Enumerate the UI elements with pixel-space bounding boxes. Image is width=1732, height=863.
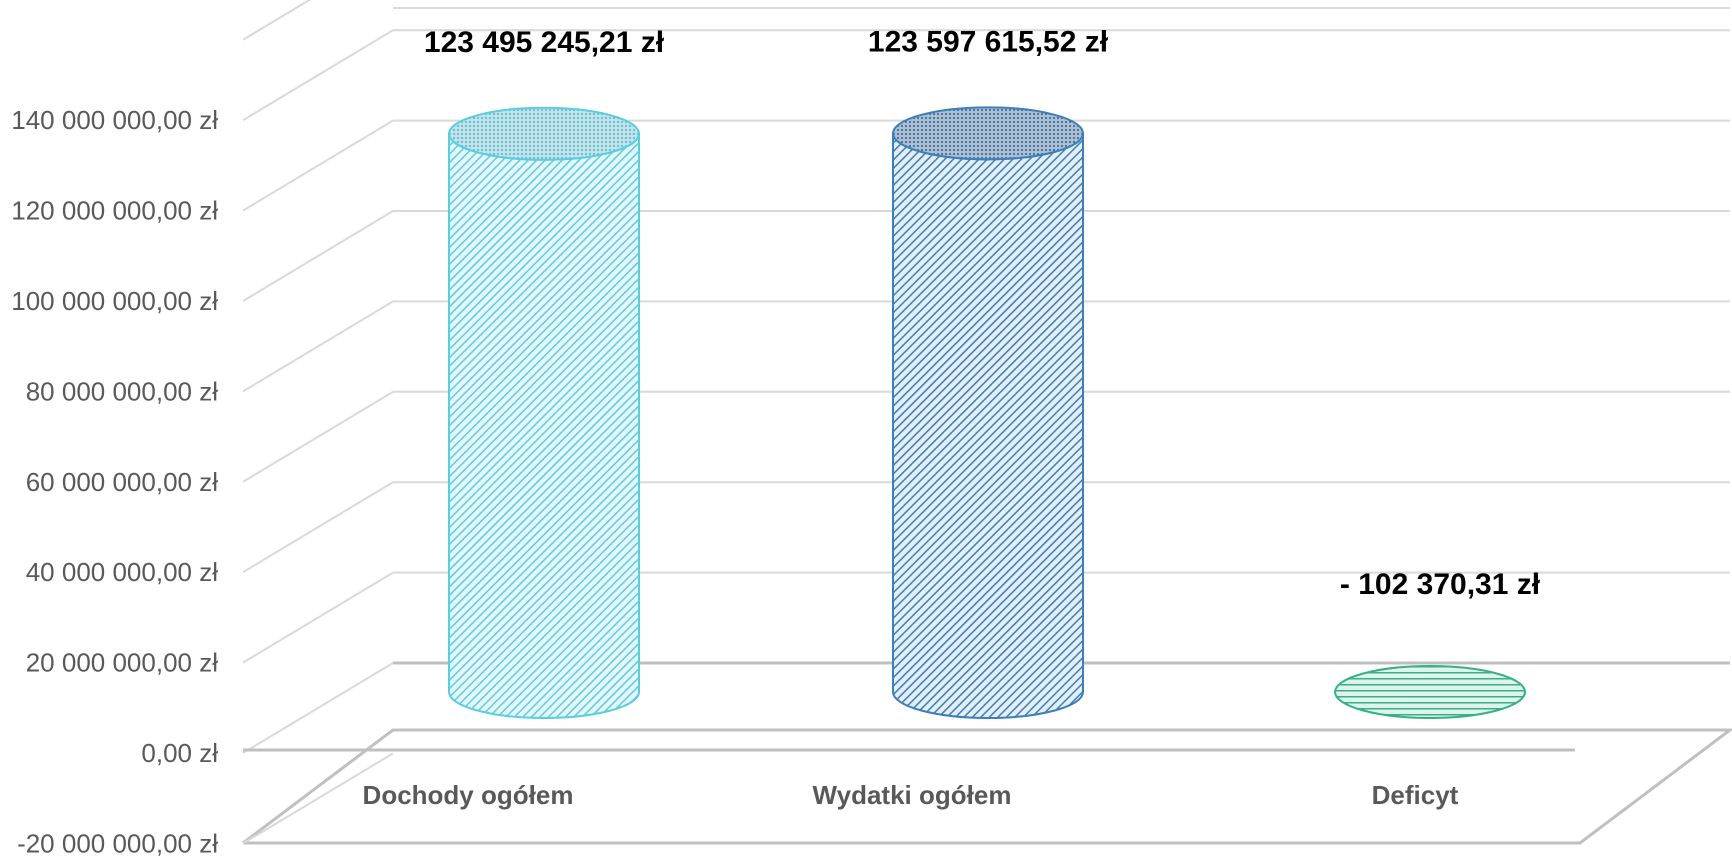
y-tick-label: 60 000 000,00 zł: [26, 467, 218, 497]
gridline-diagonal: [242, 210, 394, 302]
y-tick-label: 140 000 000,00 zł: [11, 105, 218, 135]
bar: [892, 106, 1084, 719]
y-tick-label: 80 000 000,00 zł: [26, 376, 218, 406]
data-label: - 102 370,31 zł: [1340, 568, 1541, 601]
category-label: Wydatki ogółem: [813, 780, 1012, 810]
bar-body: [448, 133, 640, 719]
y-tick-label: 20 000 000,00 zł: [26, 648, 218, 678]
gridline-diagonal: [242, 752, 394, 845]
bar: [1334, 665, 1526, 719]
floor-outline: [242, 728, 1732, 845]
y-tick-label: 120 000 000,00 zł: [11, 196, 218, 226]
y-tick-label: 0,00 zł: [141, 738, 218, 768]
bar-top: [448, 106, 640, 161]
gridline-diagonal: [242, 300, 394, 393]
chart-floor: [242, 728, 1732, 845]
data-labels: 123 495 245,21 zł 123 597 615,52 zł - 102 …: [424, 25, 1541, 601]
bar: [448, 106, 640, 719]
gridline-diagonal: [242, 29, 394, 122]
gridline-diagonal: [242, 390, 394, 483]
category-label: Dochody ogółem: [363, 780, 574, 810]
y-tick-label: 100 000 000,00 zł: [11, 286, 218, 316]
category-labels: Dochody ogółem Wydatki ogółem Deficyt: [363, 780, 1459, 810]
bar-top: [892, 106, 1084, 161]
y-axis-tick-labels: -20 000 000,00 zł 0,00 zł 20 000 000,00 zł…: [11, 105, 218, 858]
y-tick-label: -20 000 000,00 zł: [17, 828, 218, 858]
bars: [448, 106, 1526, 719]
y-tick-label: 40 000 000,00 zł: [26, 557, 218, 587]
bar-top: [1334, 665, 1526, 719]
category-label: Deficyt: [1372, 780, 1459, 810]
gridline-diagonal: [242, 119, 394, 212]
gridline-diagonal: [242, 481, 394, 574]
data-label: 123 597 615,52 zł: [868, 25, 1109, 58]
data-label: 123 495 245,21 zł: [424, 26, 665, 59]
gridline-diagonal: [242, 571, 394, 664]
gridline-diagonal: [242, 662, 394, 754]
gridline-diagonal: [242, 0, 312, 41]
bar-body: [892, 133, 1084, 719]
